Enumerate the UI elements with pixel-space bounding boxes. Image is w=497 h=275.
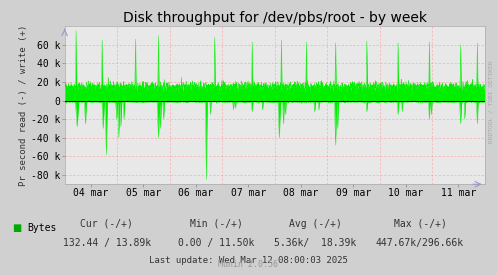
Text: Bytes: Bytes	[27, 223, 57, 233]
Text: Cur (-/+): Cur (-/+)	[81, 219, 133, 229]
Text: Min (-/+): Min (-/+)	[190, 219, 243, 229]
Text: ■: ■	[12, 223, 22, 233]
Text: 132.44 / 13.89k: 132.44 / 13.89k	[63, 238, 151, 248]
Text: 0.00 / 11.50k: 0.00 / 11.50k	[178, 238, 254, 248]
Y-axis label: Pr second read (-) / write (+): Pr second read (-) / write (+)	[19, 24, 28, 186]
Text: 447.67k/296.66k: 447.67k/296.66k	[376, 238, 464, 248]
Text: Avg (-/+): Avg (-/+)	[289, 219, 342, 229]
Text: RRDTOOL / TOBI OETIKER: RRDTOOL / TOBI OETIKER	[489, 60, 494, 143]
Text: Max (-/+): Max (-/+)	[394, 219, 446, 229]
Text: 5.36k/  18.39k: 5.36k/ 18.39k	[274, 238, 357, 248]
Text: Munin 2.0.56: Munin 2.0.56	[219, 260, 278, 269]
Title: Disk throughput for /dev/pbs/root - by week: Disk throughput for /dev/pbs/root - by w…	[123, 11, 426, 25]
Text: Last update: Wed Mar 12 08:00:03 2025: Last update: Wed Mar 12 08:00:03 2025	[149, 256, 348, 265]
